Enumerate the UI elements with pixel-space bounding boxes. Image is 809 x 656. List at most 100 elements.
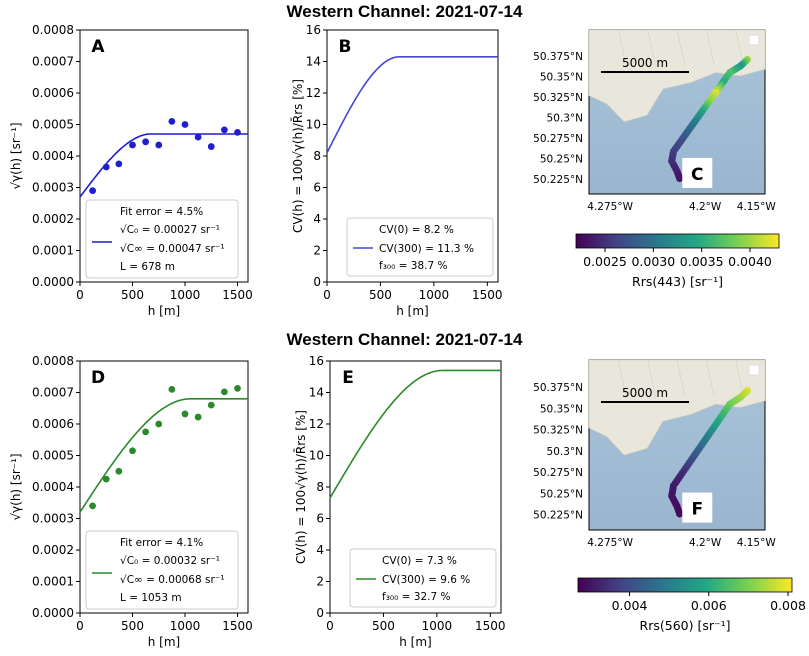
cv-curve-E — [329, 369, 501, 499]
legend-entry-A: √C∞ = 0.00047 sr⁻¹ — [120, 243, 225, 255]
y-tick-label-B: 16 — [306, 23, 321, 37]
data-point-A — [115, 160, 123, 168]
y-tick-label-B: 4 — [313, 212, 321, 226]
cv-curve-B — [326, 56, 498, 154]
legend-box-E — [349, 548, 497, 608]
y-axis-label-B: CV(h) = 100√γ(h)/R̄rs [%] — [291, 79, 305, 233]
fit-curve-D — [79, 398, 248, 513]
y-axis-label-D: √γ(h) [sr⁻¹] — [9, 453, 23, 520]
y-tick-label-A: 0.0004 — [32, 149, 74, 163]
lat-label-F: 50.3°N — [547, 446, 583, 458]
map-road-C — [647, 29, 656, 67]
x-tick-label-A: 500 — [121, 288, 144, 302]
y-tick-label-E: 6 — [316, 512, 324, 526]
data-point-A — [220, 126, 228, 134]
y-tick-label-A: 0.0008 — [32, 23, 74, 37]
track-point-C — [676, 174, 684, 183]
map-road-F — [676, 359, 686, 398]
panel-letter-B: B — [339, 37, 352, 57]
y-tick-label-D: 0.0008 — [32, 354, 74, 368]
lat-label-F: 50.375°N — [533, 382, 583, 394]
legend-entry-A: L = 678 m — [120, 261, 175, 273]
x-tick-label-E: 1000 — [422, 619, 453, 633]
data-point-D — [129, 447, 136, 455]
colorbar-C — [575, 233, 780, 249]
row-title-top: Western Channel: 2021-07-14 — [286, 2, 523, 21]
panel-letter-A: A — [91, 37, 105, 57]
lat-label-C: 50.375°N — [533, 51, 583, 63]
colorbar-tick-label-C: 0.0030 — [631, 254, 675, 269]
y-tick-label-D: 0.0002 — [32, 543, 74, 557]
x-tick-label-D: 1500 — [222, 619, 253, 633]
colorbar-tick-label-F: 0.004 — [612, 598, 648, 613]
row-title-bottom: Western Channel: 2021-07-14 — [286, 330, 523, 349]
lat-label-C: 50.325°N — [533, 92, 583, 104]
lon-label-C: 4.275°W — [587, 201, 633, 213]
y-tick-label-B: 8 — [313, 149, 321, 163]
lat-label-F: 50.35°N — [540, 403, 583, 415]
data-point-D — [168, 385, 176, 393]
x-axis-label-E: h [m] — [399, 635, 431, 649]
colorbar-tick-label-F: 0.008 — [770, 598, 806, 613]
legend-entry-B: CV(300) = 11.3 % — [379, 243, 474, 255]
colorbar-label-F: Rrs(560) [sr⁻¹] — [640, 618, 731, 633]
data-point-A — [181, 121, 189, 128]
lat-label-F: 50.325°N — [533, 425, 583, 437]
panel-letter-box-C — [682, 157, 713, 188]
x-tick-label-A: 1000 — [170, 288, 201, 302]
y-tick-label-E: 0 — [316, 606, 324, 620]
colorbar-tick-label-C: 0.0040 — [728, 254, 772, 269]
y-tick-label-D: 0.0001 — [32, 575, 74, 589]
x-tick-label-B: 1500 — [472, 288, 503, 302]
y-tick-label-E: 16 — [309, 354, 324, 368]
y-axis-label-A: √γ(h) [sr⁻¹] — [9, 122, 23, 189]
map-land-F — [588, 359, 766, 456]
y-tick-label-E: 14 — [309, 386, 324, 400]
y-axis-label-E: CV(h) = 100√γ(h)/R̄rs [%] — [294, 410, 308, 564]
panel-letter-box-F — [682, 492, 713, 523]
y-tick-label-A: 0.0007 — [32, 55, 74, 69]
panel-letter-E: E — [342, 368, 354, 388]
x-tick-label-A: 0 — [76, 288, 84, 302]
data-point-A — [234, 128, 241, 136]
y-tick-label-A: 0.0001 — [32, 244, 74, 258]
legend-entry-A: Fit error = 4.5% — [120, 206, 203, 218]
lat-label-C: 50.275°N — [533, 133, 583, 145]
lon-label-C: 4.2°W — [689, 201, 722, 213]
data-point-D — [220, 388, 228, 396]
x-tick-label-E: 500 — [372, 619, 395, 633]
lon-label-F: 4.15°W — [737, 537, 777, 549]
map-road-C — [676, 29, 686, 67]
colorbar-label-C: Rrs(443) [sr⁻¹] — [632, 274, 723, 289]
lat-label-C: 50.25°N — [540, 154, 583, 166]
colorbar-F — [577, 577, 793, 593]
y-tick-label-A: 0.0000 — [32, 275, 74, 289]
y-tick-label-D: 0.0006 — [32, 417, 74, 431]
data-point-D — [181, 410, 189, 418]
x-tick-label-B: 0 — [323, 288, 331, 302]
legend-entry-D: Fit error = 4.1% — [120, 537, 203, 549]
y-tick-label-B: 10 — [306, 118, 321, 132]
data-point-D — [234, 385, 241, 392]
map-road-F — [647, 359, 656, 398]
y-tick-label-E: 12 — [309, 417, 324, 431]
legend-entry-B: f₃₀₀ = 38.7 % — [379, 260, 448, 272]
y-tick-label-A: 0.0002 — [32, 212, 74, 226]
lat-label-C: 50.3°N — [547, 113, 583, 125]
x-tick-label-D: 0 — [76, 619, 84, 633]
y-tick-label-D: 0.0003 — [32, 512, 74, 526]
legend-box-D — [85, 530, 239, 610]
lat-label-F: 50.275°N — [533, 467, 583, 479]
y-tick-label-B: 6 — [313, 181, 321, 195]
y-tick-label-D: 0.0004 — [32, 480, 74, 494]
legend-entry-E: CV(0) = 7.3 % — [382, 555, 457, 567]
x-axis-label-A: h [m] — [148, 304, 180, 318]
data-point-A — [102, 163, 110, 171]
x-tick-label-E: 0 — [326, 619, 334, 633]
legend-box-B — [346, 217, 494, 277]
legend-entry-E: CV(300) = 9.6 % — [382, 574, 470, 586]
x-axis-label-B: h [m] — [396, 304, 428, 318]
panel-letter-D: D — [91, 368, 105, 388]
y-tick-label-A: 0.0005 — [32, 118, 74, 132]
